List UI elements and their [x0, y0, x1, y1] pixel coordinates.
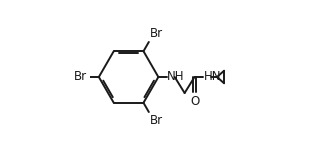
Text: Br: Br [74, 71, 87, 83]
Text: NH: NH [167, 71, 185, 83]
Text: HN: HN [204, 71, 221, 83]
Text: O: O [190, 95, 199, 108]
Text: Br: Br [150, 27, 163, 41]
Text: Br: Br [150, 113, 163, 127]
